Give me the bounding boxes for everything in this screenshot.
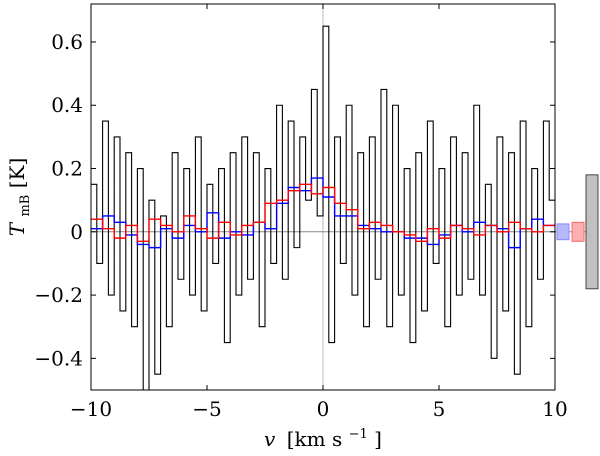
y-tick-label: 0.4 <box>51 93 83 117</box>
x-axis-label: v [km s −1 ] <box>264 419 382 451</box>
x-tick-label: −10 <box>70 397 112 421</box>
y-axis-sub: mB <box>18 195 33 217</box>
series-line-1 <box>91 25 555 391</box>
y-axis-unit: [K] <box>5 158 29 189</box>
reference-lines <box>91 4 598 390</box>
x-tick-label: 10 <box>542 397 567 421</box>
y-tick-label: −0.4 <box>34 346 83 370</box>
x-tick-label: 5 <box>433 397 446 421</box>
y-tick-label: 0 <box>70 220 83 244</box>
y-tick-label: 0.2 <box>51 157 83 181</box>
y-axis-var: T <box>5 221 29 236</box>
series-layer <box>91 25 555 391</box>
x-tick-label: 0 <box>317 397 330 421</box>
y-axis-label: T mB [K] <box>5 158 34 237</box>
x-axis-unit-close: ] <box>374 427 382 451</box>
x-tick-label: −5 <box>192 397 221 421</box>
noise-box-3 <box>585 174 599 290</box>
noise-box-2 <box>571 221 585 242</box>
x-axis-unit-sup: −1 <box>349 427 368 442</box>
x-axis-unit: [km s <box>287 427 343 451</box>
x-axis-var: v <box>264 427 276 451</box>
axis-ticks: −10 −5 0 5 10 −0.4 −0.2 0 0.2 0.4 0.6 <box>34 4 568 421</box>
noise-box-1 <box>556 223 570 241</box>
y-tick-label: 0.6 <box>51 30 83 54</box>
noise-boxes <box>556 174 599 290</box>
series-line-3 <box>91 183 555 242</box>
y-tick-label: −0.2 <box>34 283 83 307</box>
series-line-2 <box>91 177 555 249</box>
